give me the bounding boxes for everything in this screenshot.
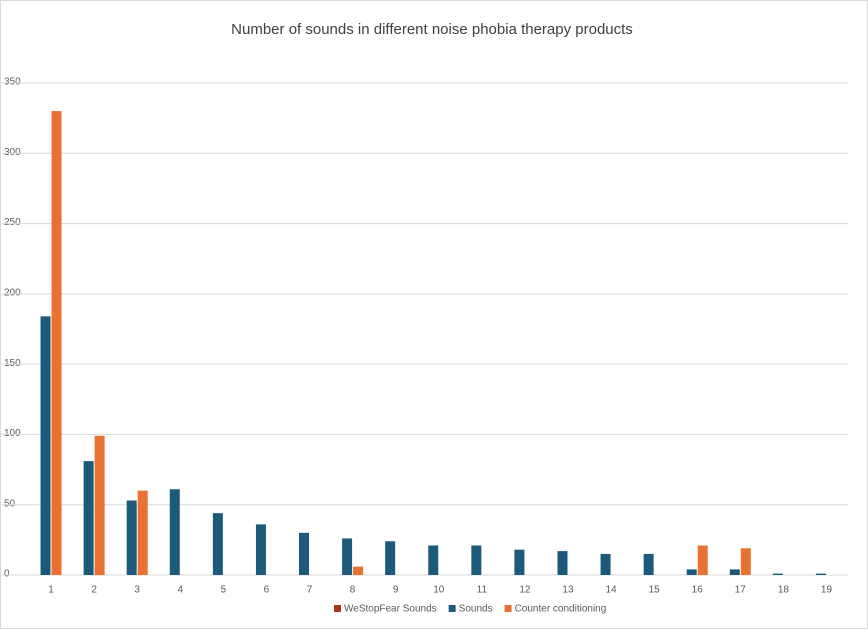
bar (137, 490, 148, 575)
bar (697, 545, 708, 575)
y-tick-label: 200 (4, 287, 21, 298)
bar (255, 524, 266, 575)
legend-label: WeStopFear Sounds (344, 604, 437, 615)
x-tick-label: 12 (519, 585, 531, 596)
x-tick-label: 17 (735, 585, 747, 596)
bar (126, 500, 137, 575)
bar (342, 538, 353, 575)
x-tick-label: 3 (134, 585, 140, 596)
bar (686, 569, 697, 575)
legend-label: Sounds (459, 604, 493, 615)
chart-title: Number of sounds in different noise phob… (231, 21, 633, 38)
y-tick-label: 50 (4, 498, 16, 509)
bar (471, 545, 482, 575)
x-tick-label: 4 (177, 585, 183, 596)
x-tick-label: 14 (606, 585, 618, 596)
bar (514, 549, 525, 575)
x-tick-label: 18 (778, 585, 790, 596)
x-tick-label: 15 (649, 585, 661, 596)
x-tick-label: 6 (264, 585, 270, 596)
bar (212, 513, 223, 575)
y-tick-label: 150 (4, 358, 21, 369)
y-tick-label: 100 (4, 428, 21, 439)
bar (740, 548, 751, 575)
x-tick-label: 9 (393, 585, 399, 596)
x-tick-label: 13 (562, 585, 574, 596)
bar (385, 541, 396, 575)
bar (557, 551, 568, 575)
bar (643, 553, 654, 575)
x-tick-label: 5 (221, 585, 227, 596)
legend-swatch (334, 605, 341, 612)
y-tick-label: 300 (4, 147, 21, 158)
y-tick-label: 0 (4, 569, 10, 580)
x-tick-label: 1 (48, 585, 54, 596)
bar (169, 489, 180, 575)
y-tick-label: 350 (4, 77, 21, 88)
bar (299, 532, 310, 575)
bar (51, 111, 62, 575)
x-tick-label: 11 (477, 585, 488, 596)
y-tick-label: 250 (4, 217, 21, 228)
bar (94, 435, 105, 575)
x-tick-label: 19 (821, 585, 833, 596)
legend-label: Counter conditioning (515, 604, 607, 615)
bar (83, 461, 94, 575)
x-tick-label: 16 (692, 585, 704, 596)
x-tick-label: 2 (91, 585, 97, 596)
bar (729, 569, 740, 575)
bar (353, 566, 364, 575)
bar (815, 573, 826, 575)
x-tick-label: 7 (307, 585, 313, 596)
bar (428, 545, 439, 575)
bar (40, 316, 51, 575)
legend-swatch (448, 605, 456, 612)
bar (600, 553, 611, 575)
legend-swatch (504, 605, 512, 612)
x-tick-label: 10 (433, 585, 445, 596)
bar (772, 573, 783, 575)
x-tick-label: 8 (350, 585, 356, 596)
